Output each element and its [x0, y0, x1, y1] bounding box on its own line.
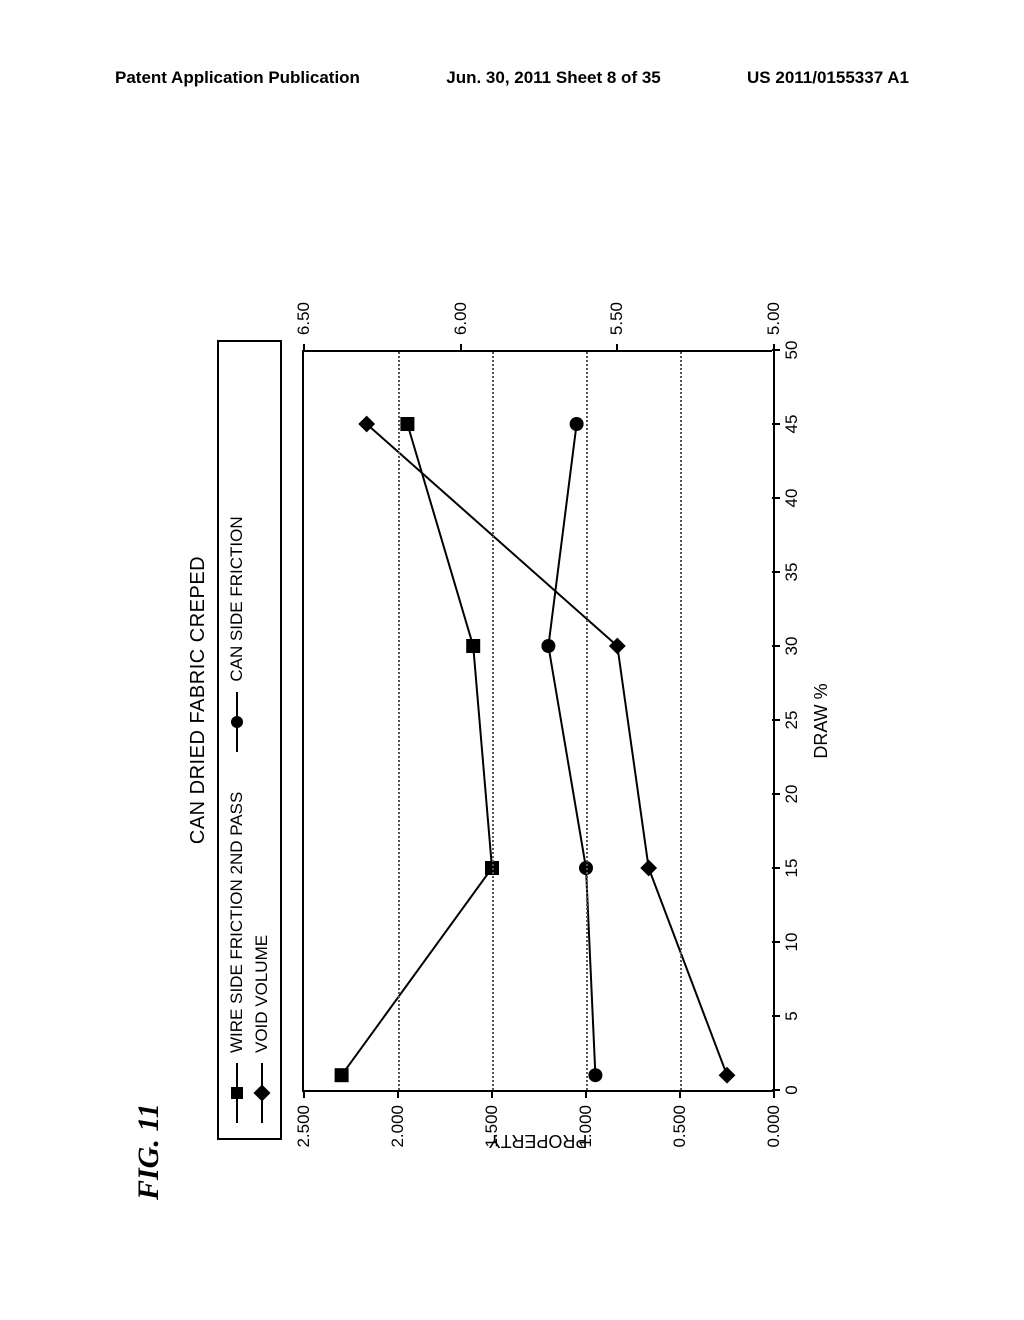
data-marker — [588, 1068, 602, 1082]
x-tick — [772, 1015, 780, 1017]
x-tick-label: 50 — [782, 341, 802, 360]
x-tick-label: 40 — [782, 489, 802, 508]
page-header: Patent Application Publication Jun. 30, … — [0, 68, 1024, 88]
figure-label: FIG. 11 — [132, 1103, 166, 1200]
gridline — [398, 352, 400, 1090]
data-marker — [541, 639, 555, 653]
data-marker — [570, 417, 584, 431]
x-tick-label: 0 — [782, 1085, 802, 1094]
x-tick — [772, 793, 780, 795]
y-tick-left-label: 0.500 — [670, 1105, 690, 1160]
chart-plot-area: PROPERTY DRAW % 051015202530354045500.00… — [302, 350, 772, 1090]
x-tick — [772, 941, 780, 943]
y-tick-left — [491, 1090, 493, 1098]
data-marker — [400, 417, 414, 431]
y-tick-right-label: 6.00 — [451, 302, 471, 335]
gridline — [680, 352, 682, 1090]
series-line — [342, 424, 492, 1075]
x-tick-label: 15 — [782, 859, 802, 878]
figure-area: FIG. 11 CAN DRIED FABRIC CREPED WIRE SID… — [0, 150, 1024, 1250]
x-tick-label: 10 — [782, 933, 802, 952]
chart-svg — [304, 352, 772, 1090]
x-tick-label: 35 — [782, 563, 802, 582]
y-tick-right-label: 6.50 — [294, 302, 314, 335]
header-center: Jun. 30, 2011 Sheet 8 of 35 — [446, 68, 661, 88]
x-tick-label: 20 — [782, 785, 802, 804]
data-marker — [719, 1067, 736, 1084]
y-tick-left — [303, 1090, 305, 1098]
circle-marker-icon — [229, 692, 245, 752]
series-line — [548, 424, 595, 1075]
chart-title: CAN DRIED FABRIC CREPED — [187, 556, 210, 844]
y-tick-right — [460, 344, 462, 352]
x-tick — [772, 571, 780, 573]
x-tick-label: 5 — [782, 1011, 802, 1020]
y-tick-left — [585, 1090, 587, 1098]
data-marker — [640, 860, 657, 877]
y-tick-left-label: 2.000 — [388, 1105, 408, 1160]
legend-label: WIRE SIDE FRICTION 2ND PASS — [227, 792, 247, 1053]
legend-item-wire-side: WIRE SIDE FRICTION 2ND PASS — [227, 792, 247, 1123]
rotated-figure: FIG. 11 CAN DRIED FABRIC CREPED WIRE SID… — [122, 200, 902, 1200]
x-tick-label: 45 — [782, 415, 802, 434]
gridline — [586, 352, 588, 1090]
y-tick-left-label: 1.500 — [482, 1105, 502, 1160]
y-tick-right-label: 5.50 — [607, 302, 627, 335]
x-tick — [772, 719, 780, 721]
legend-label: CAN SIDE FRICTION — [227, 516, 247, 681]
gridline — [492, 352, 494, 1090]
series-line — [367, 424, 727, 1075]
y-tick-right-label: 5.00 — [764, 302, 784, 335]
x-tick — [772, 645, 780, 647]
x-tick — [772, 867, 780, 869]
data-marker — [335, 1068, 349, 1082]
y-tick-left-label: 1.000 — [576, 1105, 596, 1160]
y-tick-right — [773, 344, 775, 352]
square-marker-icon — [229, 1063, 245, 1123]
y-tick-left — [679, 1090, 681, 1098]
chart-legend: WIRE SIDE FRICTION 2ND PASS CAN SIDE FRI… — [217, 340, 282, 1140]
header-left: Patent Application Publication — [115, 68, 360, 88]
header-right: US 2011/0155337 A1 — [747, 68, 909, 88]
x-axis-label: DRAW % — [811, 683, 832, 758]
y-tick-right — [616, 344, 618, 352]
y-tick-left — [773, 1090, 775, 1098]
legend-label: VOID VOLUME — [252, 935, 272, 1053]
x-tick-label: 30 — [782, 637, 802, 656]
y-axis-label: PROPERTY — [489, 1130, 588, 1151]
x-tick — [772, 497, 780, 499]
y-tick-right — [303, 344, 305, 352]
x-tick-label: 25 — [782, 711, 802, 730]
y-tick-left — [397, 1090, 399, 1098]
legend-item-void-volume: VOID VOLUME — [252, 397, 272, 1123]
data-marker — [466, 639, 480, 653]
diamond-marker-icon — [254, 1063, 270, 1123]
y-tick-left-label: 0.000 — [764, 1105, 784, 1160]
x-tick — [772, 423, 780, 425]
y-tick-left-label: 2.500 — [294, 1105, 314, 1160]
legend-item-can-side: CAN SIDE FRICTION — [227, 516, 247, 751]
